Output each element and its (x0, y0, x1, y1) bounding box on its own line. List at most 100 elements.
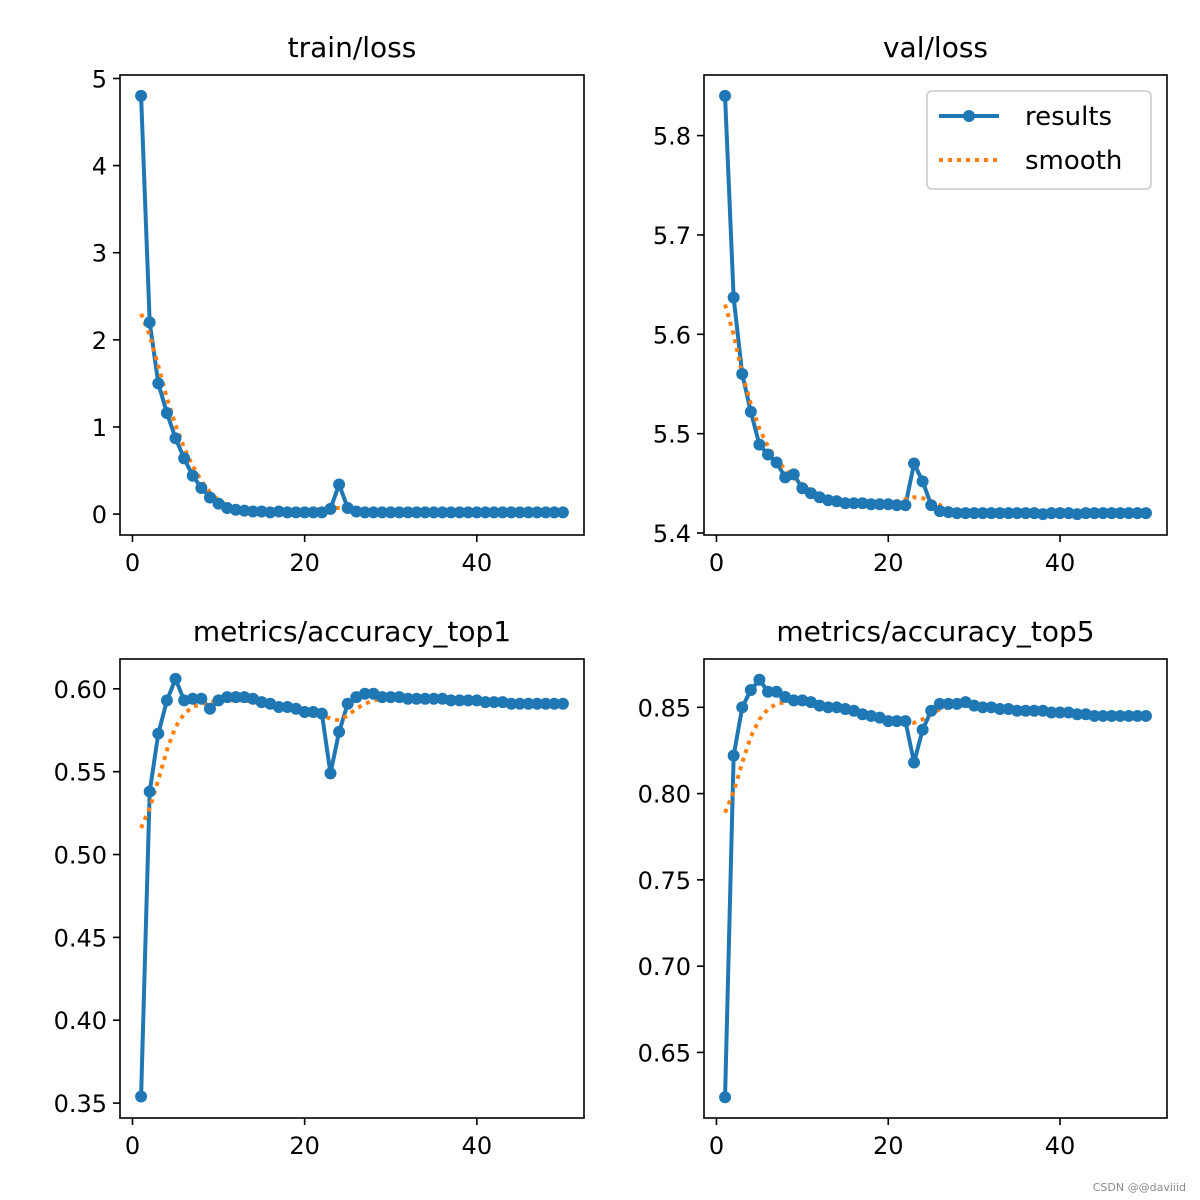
results-point (221, 691, 234, 704)
chart-title: metrics/accuracy_top1 (193, 615, 511, 648)
results-point (160, 407, 173, 420)
results-point (744, 684, 757, 697)
results-point (1122, 507, 1135, 520)
results-point (143, 785, 156, 798)
results-point (298, 506, 311, 519)
results-point (1079, 507, 1092, 520)
results-point (1054, 706, 1067, 719)
results-point (736, 701, 749, 714)
results-point (1097, 507, 1110, 520)
x-tick-label: 40 (1045, 1132, 1076, 1160)
results-point (505, 506, 518, 519)
x-tick-label: 0 (709, 1132, 724, 1160)
axes-frame (119, 658, 585, 1119)
x-tick-label: 40 (462, 1132, 493, 1160)
results-point (865, 498, 878, 511)
results-point (1131, 507, 1144, 520)
x-tick-label: 40 (1045, 549, 1076, 577)
legend: results smooth (926, 90, 1152, 190)
results-point (539, 697, 552, 710)
results-point (976, 701, 989, 714)
results-point (985, 507, 998, 520)
results-point (908, 756, 921, 769)
results-point (384, 691, 397, 704)
results-point (1088, 709, 1101, 722)
results-point (993, 507, 1006, 520)
results-point (410, 506, 423, 519)
results-point (1139, 709, 1152, 722)
results-point (307, 506, 320, 519)
results-point (488, 696, 501, 709)
x-tick-label: 20 (289, 549, 320, 577)
chart-1: train/loss 0 20 40 0 1 2 3 4 5 (92, 31, 585, 577)
legend-results-marker (963, 110, 975, 122)
results-point (419, 692, 432, 705)
results-point (873, 498, 886, 511)
results-point (719, 1091, 732, 1104)
results-point (290, 506, 303, 519)
results-point (761, 448, 774, 461)
results-point (358, 506, 371, 519)
results-point (882, 715, 895, 728)
results-point (496, 506, 509, 519)
results-point (453, 694, 466, 707)
results-point (1114, 507, 1127, 520)
y-tick-label: 0 (92, 501, 107, 529)
results-point (1028, 704, 1041, 717)
results-point (933, 697, 946, 710)
results-point (462, 506, 475, 519)
results-point (1071, 708, 1084, 721)
results-point (1139, 507, 1152, 520)
y-tick-label: 0.70 (638, 953, 691, 981)
results-point (1122, 709, 1135, 722)
results-point (324, 502, 337, 515)
results-point (1088, 507, 1101, 520)
chart-2: val/loss 0 20 40 5.4 5.5 5.6 5.7 5.8 results smoot… (653, 31, 1168, 577)
results-point (229, 691, 242, 704)
y-tick-label: 3 (92, 240, 107, 268)
results-point (1045, 507, 1058, 520)
results-point (401, 692, 414, 705)
results-point (160, 694, 173, 707)
results-point (195, 481, 208, 494)
results-point (427, 692, 440, 705)
results-point (950, 507, 963, 520)
results-point (401, 506, 414, 519)
results-point (822, 701, 835, 714)
results-point (376, 506, 389, 519)
y-tick-label: 0.60 (54, 676, 107, 704)
axes-frame (703, 658, 1168, 1119)
results-point (787, 694, 800, 707)
results-point (787, 468, 800, 481)
results-point (1002, 507, 1015, 520)
results-point (333, 725, 346, 738)
results-point (410, 692, 423, 705)
results-point (1011, 704, 1024, 717)
x-tick-label: 20 (289, 1132, 320, 1160)
results-point (513, 506, 526, 519)
axes-frame (703, 74, 1168, 536)
y-tick-label: 5 (92, 65, 107, 93)
results-point (727, 291, 740, 304)
chart-title: train/loss (288, 31, 417, 64)
results-point (719, 89, 732, 102)
results-point (393, 506, 406, 519)
results-point (186, 692, 199, 705)
results-point (548, 506, 561, 519)
results-point (916, 475, 929, 488)
results-point (1105, 507, 1118, 520)
y-tick-label: 0.85 (638, 694, 691, 722)
results-point (899, 715, 912, 728)
x-tick-label: 20 (873, 549, 904, 577)
chart-3: metrics/accuracy_top1 0 20 40 0.35 0.40 0.45 0.… (54, 615, 585, 1160)
results-point (968, 507, 981, 520)
chart-title: metrics/accuracy_top5 (776, 615, 1094, 648)
x-tick-label: 0 (709, 549, 724, 577)
watermark-text: CSDN @@daviiid (1092, 1181, 1186, 1194)
results-point (770, 456, 783, 469)
results-point (281, 506, 294, 519)
results-point (890, 499, 903, 512)
results-point (178, 452, 191, 465)
results-point (341, 697, 354, 710)
